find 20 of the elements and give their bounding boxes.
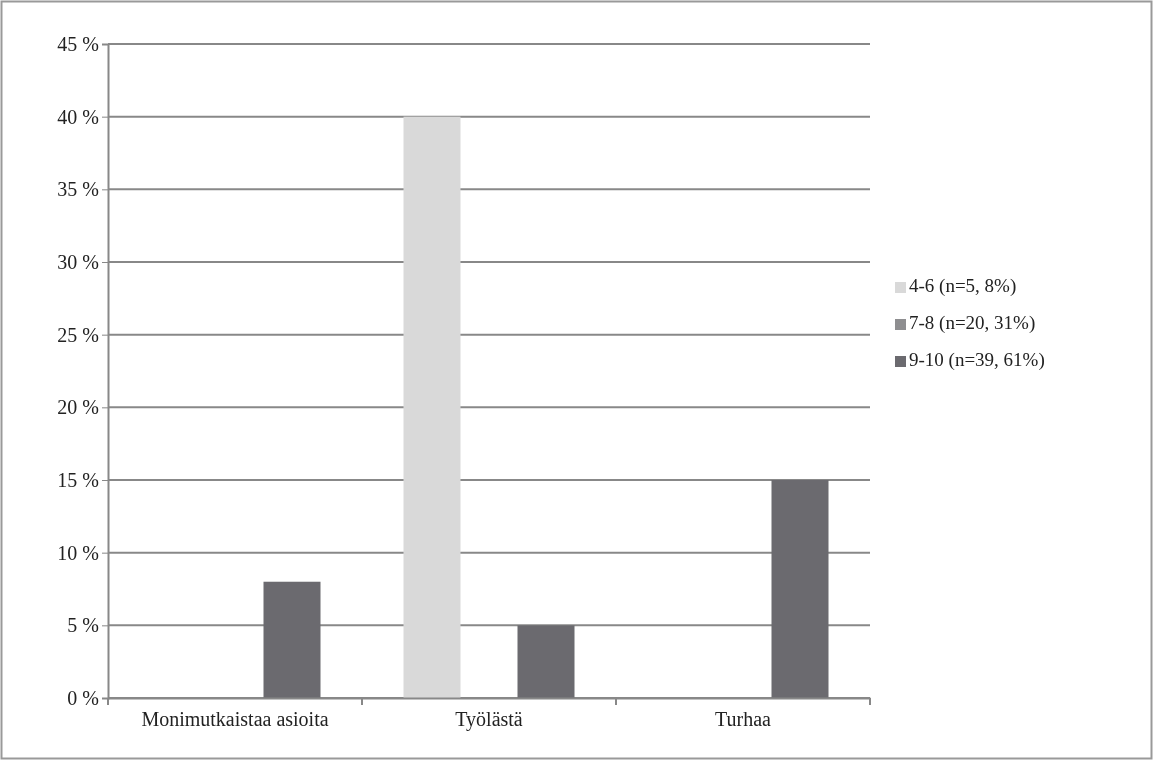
x-tick-label: Turhaa <box>715 708 772 731</box>
bar <box>517 625 575 698</box>
x-tick-label: Monimutkaistaa asioita <box>141 708 329 731</box>
legend-label: 7-8 (n=20, 31%) <box>909 312 1036 334</box>
bar <box>263 581 321 698</box>
legend-label: 4-6 (n=5, 8%) <box>909 275 1017 297</box>
legend-label: 9-10 (n=39, 61%) <box>909 349 1045 371</box>
bar <box>771 480 829 698</box>
y-tick-label: 0 % <box>67 686 99 709</box>
x-tick-label: Työlästä <box>455 708 523 732</box>
y-tick-label: 25 % <box>57 323 99 346</box>
bar <box>403 116 461 698</box>
y-tick-label: 20 % <box>57 396 99 419</box>
y-tick-label: 40 % <box>57 105 99 128</box>
y-tick-label: 15 % <box>57 468 99 491</box>
y-tick-label: 5 % <box>67 614 99 637</box>
y-tick-label: 45 % <box>57 32 99 55</box>
y-tick-label: 30 % <box>57 250 99 273</box>
y-tick-label: 35 % <box>57 178 99 201</box>
y-tick-label: 10 % <box>57 541 99 564</box>
